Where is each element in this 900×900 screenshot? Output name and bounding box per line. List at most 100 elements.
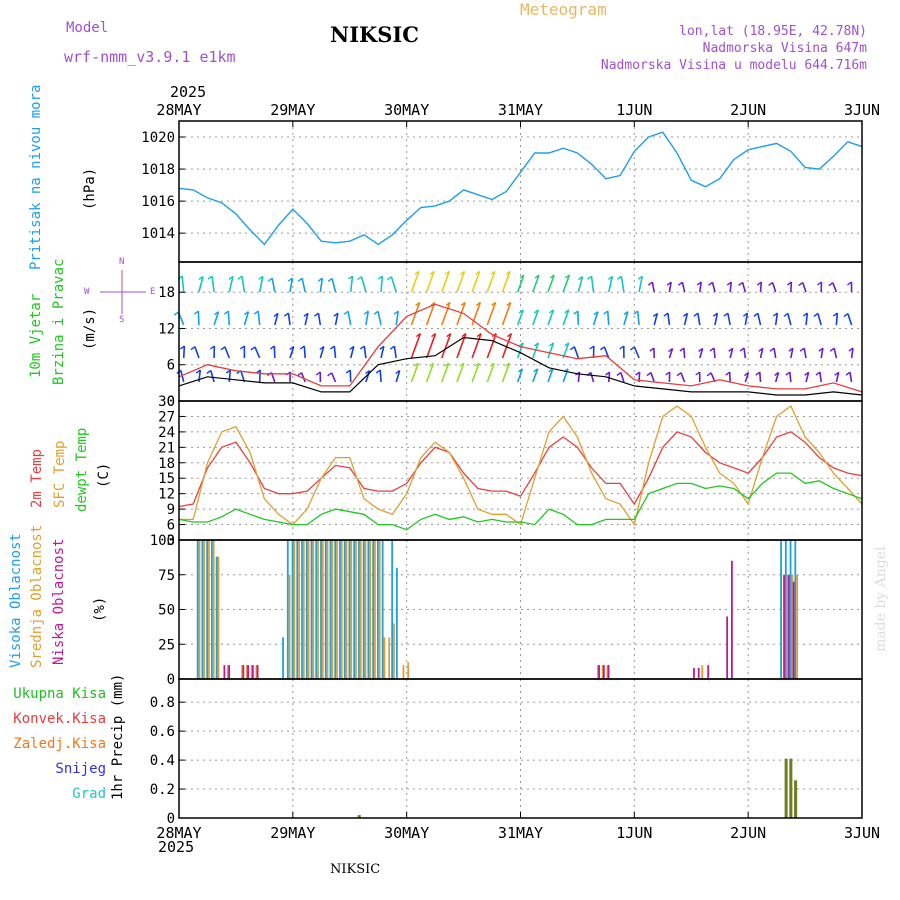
wind-arrow-head <box>429 362 434 367</box>
high-cloud-bar <box>391 540 394 679</box>
wind-arrow <box>697 313 701 326</box>
wind-arrow-head <box>635 371 640 376</box>
wind-arrow <box>501 302 512 326</box>
wind-arrow <box>607 371 611 383</box>
wind-arrow-head <box>666 281 672 286</box>
wind-arrow <box>729 281 733 293</box>
x-tick-label-bottom: 30MAY <box>384 824 429 842</box>
wind-arrow <box>633 346 640 359</box>
y-tick-label: 1014 <box>141 226 175 242</box>
wind-arrow-head <box>365 370 371 375</box>
wind-arrow-head <box>755 371 761 376</box>
mid-cloud-bar <box>307 540 310 679</box>
wind-arrow-head <box>444 362 450 367</box>
wind-arrow <box>441 362 450 383</box>
wind-arrow-head <box>379 345 385 350</box>
wind-arrow <box>194 346 200 359</box>
mid-cloud-bar <box>369 540 372 679</box>
wind-arrow-head <box>758 347 764 352</box>
wind-arrow <box>227 310 231 326</box>
wind-arrow <box>667 312 671 326</box>
wind-arrow <box>532 309 540 326</box>
high-cloud-bar <box>310 540 313 679</box>
wind-arrow-head <box>725 371 731 376</box>
wind-arrow <box>319 346 325 359</box>
wind-arrow <box>547 309 555 326</box>
wind-arrow-head <box>198 275 204 281</box>
mid-cloud-bar <box>212 540 215 679</box>
pressure-unit: (hPa) <box>82 167 98 210</box>
wind-arrow-head <box>549 274 555 279</box>
mid-cloud-bar <box>255 665 258 679</box>
compass-s: S <box>119 315 125 325</box>
mid-cloud-bar <box>293 540 296 679</box>
wind-arrow-head <box>389 345 395 350</box>
wind-arrow-head <box>549 342 554 347</box>
mid-cloud-bar <box>246 665 248 679</box>
precip-bar <box>357 815 361 818</box>
x-tick-label-bottom: 1JUN <box>616 824 652 842</box>
wind-arrow <box>393 346 398 359</box>
wind-arrow <box>681 282 686 293</box>
wind-arrow <box>774 372 780 383</box>
wind-arrow-head <box>239 345 245 350</box>
wind-arrow-head <box>179 345 185 350</box>
wind-arrow-head <box>739 347 745 352</box>
mid-cloud-bar <box>596 665 599 679</box>
y-tick-label: 0 <box>167 811 175 827</box>
wind-arrow <box>271 278 276 293</box>
wind-arrow <box>486 333 497 359</box>
wind-arrow <box>471 333 482 359</box>
wind-arrow <box>651 282 656 293</box>
wind-arrow-head <box>343 310 349 315</box>
wind-arrow <box>365 370 371 383</box>
wind-arrow-head <box>818 347 824 352</box>
wind-arrow-head <box>695 371 701 376</box>
wind-arrow-head <box>665 371 671 376</box>
pressure-ylabel: Pritisak na nivou mora <box>28 84 44 270</box>
high-cloud-bar <box>780 540 782 679</box>
wind-arrow-head <box>829 347 835 352</box>
high-cloud-bar <box>196 540 199 679</box>
wind-arrow <box>759 348 764 359</box>
wind-arrow-head <box>647 281 653 286</box>
high-cloud-bar <box>784 540 787 679</box>
wind-arrow-head <box>726 281 732 286</box>
y-tick-label: 1020 <box>141 130 175 146</box>
wind-arrow <box>547 274 555 293</box>
high-cloud-bar <box>789 540 792 679</box>
wind-arrow <box>289 278 294 293</box>
precip-bar <box>794 780 798 818</box>
wind-arrow <box>334 313 339 326</box>
wind-arrow <box>360 276 367 293</box>
marks-layer <box>100 131 863 818</box>
wind-arrow-head <box>225 369 231 374</box>
panel-frame <box>178 400 863 541</box>
x-tick-label-top: 1JUN <box>616 101 652 119</box>
wind-arrow-head <box>518 309 524 314</box>
high-cloud-bar <box>339 540 341 679</box>
wind-arrow <box>516 309 524 326</box>
wind-arrow <box>835 372 840 383</box>
wind-arrow <box>198 276 204 293</box>
wind-arrow-head <box>738 281 743 286</box>
wind-arrow <box>805 312 809 326</box>
wind-arrow-head <box>646 372 652 377</box>
high-cloud-bar <box>358 540 360 679</box>
wind-arrow <box>410 333 422 359</box>
wind-arrow-head <box>533 309 539 314</box>
mid-cloud-bar <box>317 540 319 679</box>
wind-arrow-head <box>845 371 851 376</box>
wind-arrow <box>395 311 399 326</box>
legend-hail: Grad <box>72 786 106 802</box>
wind-arrow-head <box>207 275 213 280</box>
wind-arrow-head <box>607 275 613 280</box>
mid-cloud-bar <box>345 540 348 679</box>
wind-arrow <box>790 348 794 359</box>
wind-arrow <box>471 362 480 383</box>
wind-arrow <box>771 282 777 293</box>
y-tick-label: 1018 <box>141 162 175 178</box>
wind-arrow-head <box>564 309 570 314</box>
wind-arrow <box>683 313 689 326</box>
x-tick-label-top: 29MAY <box>270 101 315 119</box>
